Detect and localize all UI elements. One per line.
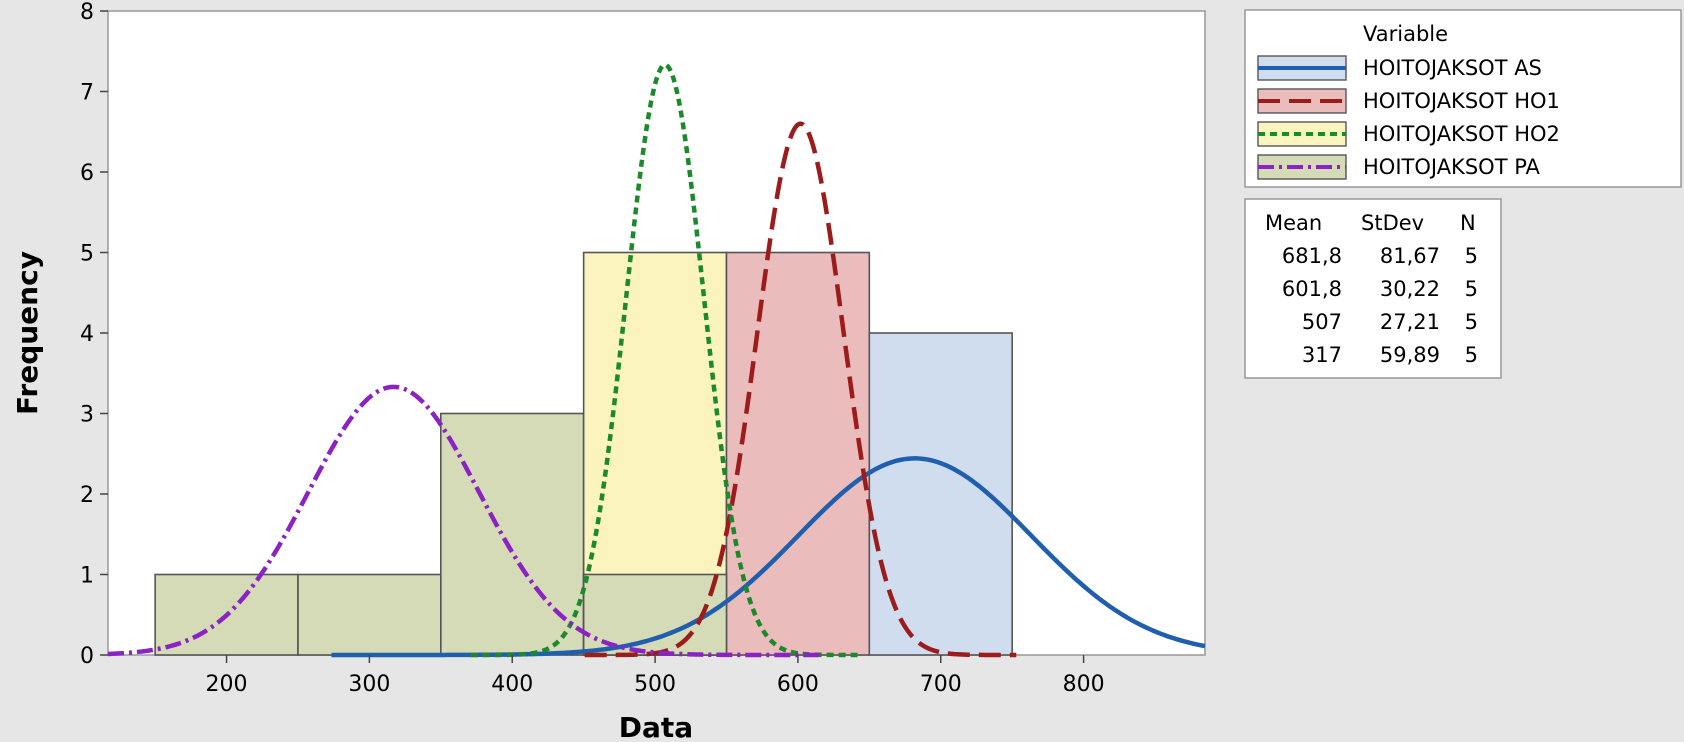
- stats-n-1: 5: [1465, 277, 1478, 301]
- x-tick-label-1: 300: [348, 672, 390, 697]
- y-tick-label-7: 7: [80, 81, 94, 106]
- stats-mean-0: 681,8: [1282, 244, 1342, 268]
- stats-mean-3: 317: [1302, 343, 1342, 367]
- y-tick-label-8: 8: [80, 0, 94, 25]
- y-tick-label-0: 0: [80, 644, 94, 669]
- stats-mean-1: 601,8: [1282, 277, 1342, 301]
- x-tick-label-5: 700: [920, 672, 962, 697]
- y-axis-title: Frequency: [11, 251, 44, 415]
- legend-entries: HOITOJAKSOT AS HOITOJAKSOT HO1 HOITOJAKSOT…: [1257, 55, 1560, 180]
- stats-n-2: 5: [1465, 310, 1478, 334]
- stats-frame: [1244, 198, 1502, 379]
- stats-header-stdev: StDev: [1361, 211, 1424, 235]
- y-tick-label-5: 5: [80, 242, 94, 267]
- stats-n-3: 5: [1465, 343, 1478, 367]
- legend-title: Variable: [1363, 22, 1448, 46]
- stats-table: Mean StDev N 681,8 81,67 5 601,8 30,22 5 507 27…: [1244, 198, 1502, 379]
- legend-label-3: HOITOJAKSOT PA: [1363, 155, 1541, 179]
- stats-stdev-2: 27,21: [1380, 310, 1440, 334]
- x-tick-label-6: 800: [1063, 672, 1105, 697]
- y-tick-label-4: 4: [80, 322, 94, 347]
- legend-label-2: HOITOJAKSOT HO2: [1363, 122, 1560, 146]
- y-tick-label-3: 3: [80, 403, 94, 428]
- density-curves-layer: [107, 62, 1206, 658]
- legend-label-1: HOITOJAKSOT HO1: [1363, 89, 1560, 113]
- stats-stdev-1: 30,22: [1380, 277, 1440, 301]
- x-axis-title: Data: [619, 711, 693, 742]
- axes-layer: 0 1 2 3 4 5 6 7 8 200 300 400 500 600 700 800: [80, 0, 1105, 697]
- stats-mean-2: 507: [1302, 310, 1342, 334]
- stats-n-0: 5: [1465, 244, 1478, 268]
- stats-rows: 681,8 81,67 5 601,8 30,22 5 507 27,21 5 317 59,89 5: [1282, 244, 1478, 367]
- y-tick-label-6: 6: [80, 161, 94, 186]
- x-tick-label-4: 600: [777, 672, 819, 697]
- density-curve-2: [470, 62, 860, 658]
- y-tick-label-2: 2: [80, 483, 94, 508]
- x-tick-label-3: 500: [634, 672, 676, 697]
- stats-header-n: N: [1460, 211, 1476, 235]
- stats-stdev-3: 59,89: [1380, 343, 1440, 367]
- density-curve-1: [584, 121, 1017, 658]
- y-tick-label-1: 1: [80, 564, 94, 589]
- density-curve-3: [107, 384, 822, 658]
- bar-1-0: [725, 251, 871, 656]
- x-tick-label-2: 400: [491, 672, 533, 697]
- legend-label-0: HOITOJAKSOT AS: [1363, 56, 1542, 80]
- bar-3-1: [297, 573, 442, 656]
- stats-header-mean: Mean: [1265, 211, 1322, 235]
- stats-stdev-0: 81,67: [1380, 244, 1440, 268]
- x-tick-label-0: 200: [206, 672, 248, 697]
